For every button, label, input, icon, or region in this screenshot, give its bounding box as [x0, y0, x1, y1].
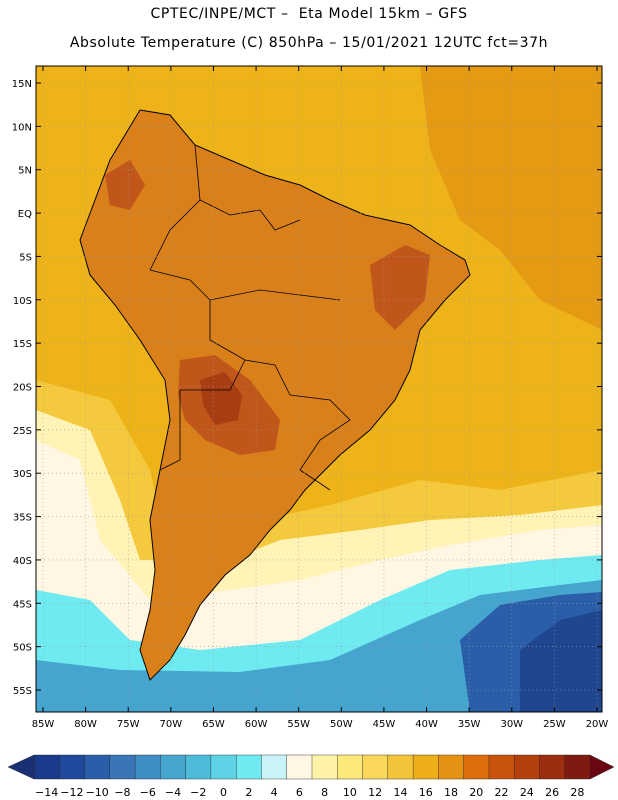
colorbar-swatch	[463, 754, 490, 780]
latitude-axis: 15N 10N 5N EQ 5S 10S 15S 20S 25S 30S 35S 40S 45S 50S 5…	[12, 79, 602, 697]
hot-region-northeast-brazil	[370, 245, 430, 330]
lon-label: 65W	[202, 719, 225, 730]
lat-label: 10N	[12, 122, 32, 133]
lat-label: 50S	[13, 643, 32, 654]
colorbar-swatch	[539, 754, 566, 780]
lon-label: 60W	[245, 719, 268, 730]
colorbar-label: 18	[444, 786, 458, 799]
map-field	[36, 66, 602, 712]
lat-label: 45S	[13, 599, 32, 610]
colorbar-label: 26	[545, 786, 559, 799]
lat-label: 15S	[13, 339, 32, 350]
south-america-land	[80, 110, 470, 680]
lon-label: 30W	[500, 719, 523, 730]
colorbar-swatch	[235, 754, 262, 780]
lon-label: 75W	[117, 719, 140, 730]
colorbar-label: −8	[114, 786, 130, 799]
lat-label: 5N	[18, 166, 32, 177]
country-borders	[149, 144, 351, 491]
colorbar-swatch	[337, 754, 364, 780]
lat-label: 30S	[13, 469, 32, 480]
colorbar-swatch	[261, 754, 288, 780]
lon-label: 35W	[458, 719, 481, 730]
lon-label: 45W	[373, 719, 396, 730]
map-title: CPTEC/INPE/MCT – Eta Model 15km – GFS	[150, 6, 468, 22]
colorbar-label: 14	[393, 786, 407, 799]
colorbar-swatch	[84, 754, 111, 780]
colorbar-swatch	[185, 754, 212, 780]
colorbar-swatch	[160, 754, 187, 780]
colorbar-label: 20	[469, 786, 483, 799]
lon-label: 80W	[74, 719, 97, 730]
colorbar-label: −12	[60, 786, 83, 799]
colorbar: −14 −12 −10 −8 −6 −4 −2 0 2 4 6 8 10 12 14 16 18 20 22 24 26…	[7, 754, 615, 799]
hottest-region-chaco	[200, 372, 242, 425]
colorbar-swatch	[134, 754, 161, 780]
lat-label: 25S	[13, 426, 32, 437]
colorbar-label: 4	[271, 786, 278, 799]
lat-label: 15N	[12, 79, 32, 90]
colorbar-label: −4	[165, 786, 181, 799]
colorbar-label: −6	[140, 786, 156, 799]
colorbar-label: 6	[296, 786, 303, 799]
colorbar-low-arrow	[7, 754, 35, 780]
colorbar-label: 10	[343, 786, 357, 799]
colorbar-label: 2	[245, 786, 252, 799]
lat-label: 20S	[13, 383, 32, 394]
colorbar-swatch	[311, 754, 338, 780]
colorbar-label: 28	[570, 786, 584, 799]
lon-label: 70W	[160, 719, 183, 730]
colorbar-label: 24	[520, 786, 534, 799]
lon-label: 40W	[415, 719, 438, 730]
colorbar-swatch	[109, 754, 136, 780]
colorbar-swatch	[387, 754, 414, 780]
lat-label: 35S	[13, 513, 32, 524]
lat-label: 10S	[13, 296, 32, 307]
colorbar-swatch	[488, 754, 515, 780]
cold-band-2	[36, 580, 602, 712]
lon-label: 25W	[543, 719, 566, 730]
colorbar-swatch	[564, 754, 591, 780]
colorbar-high-arrow	[589, 754, 615, 780]
lon-label: 85W	[32, 719, 55, 730]
lon-label: 50W	[330, 719, 353, 730]
colorbar-label: −2	[190, 786, 206, 799]
map-subtitle: Absolute Temperature (C) 850hPa – 15/01/…	[69, 35, 549, 51]
lat-label: 55S	[13, 686, 32, 697]
colorbar-label: 8	[321, 786, 328, 799]
warm-ocean-band	[420, 66, 602, 330]
colorbar-swatch	[412, 754, 439, 780]
lon-label: 55W	[287, 719, 310, 730]
colorbar-swatch	[33, 754, 60, 780]
colorbar-label: 22	[495, 786, 509, 799]
lat-label: EQ	[18, 209, 32, 220]
lat-label: 5S	[19, 252, 32, 263]
colorbar-swatch	[286, 754, 313, 780]
colorbar-label: −14	[35, 786, 58, 799]
colorbar-swatch	[438, 754, 465, 780]
colorbar-swatch	[362, 754, 389, 780]
colorbar-label: 12	[368, 786, 382, 799]
colorbar-swatch	[59, 754, 86, 780]
longitude-axis: 85W 80W 75W 70W 65W 60W 55W 50W 45W 40W 35W 30W 25W 2…	[32, 66, 609, 730]
cold-band-4	[520, 610, 602, 712]
colorbar-label: 16	[419, 786, 433, 799]
colorbar-label: 0	[220, 786, 227, 799]
coastline	[79, 109, 471, 681]
lon-label: 20W	[586, 719, 609, 730]
colorbar-swatch	[210, 754, 237, 780]
map-frame	[35, 65, 603, 713]
colorbar-swatch	[513, 754, 540, 780]
lat-label: 40S	[13, 556, 32, 567]
hot-region-andes-north	[105, 160, 145, 210]
colorbar-label: −10	[86, 786, 109, 799]
